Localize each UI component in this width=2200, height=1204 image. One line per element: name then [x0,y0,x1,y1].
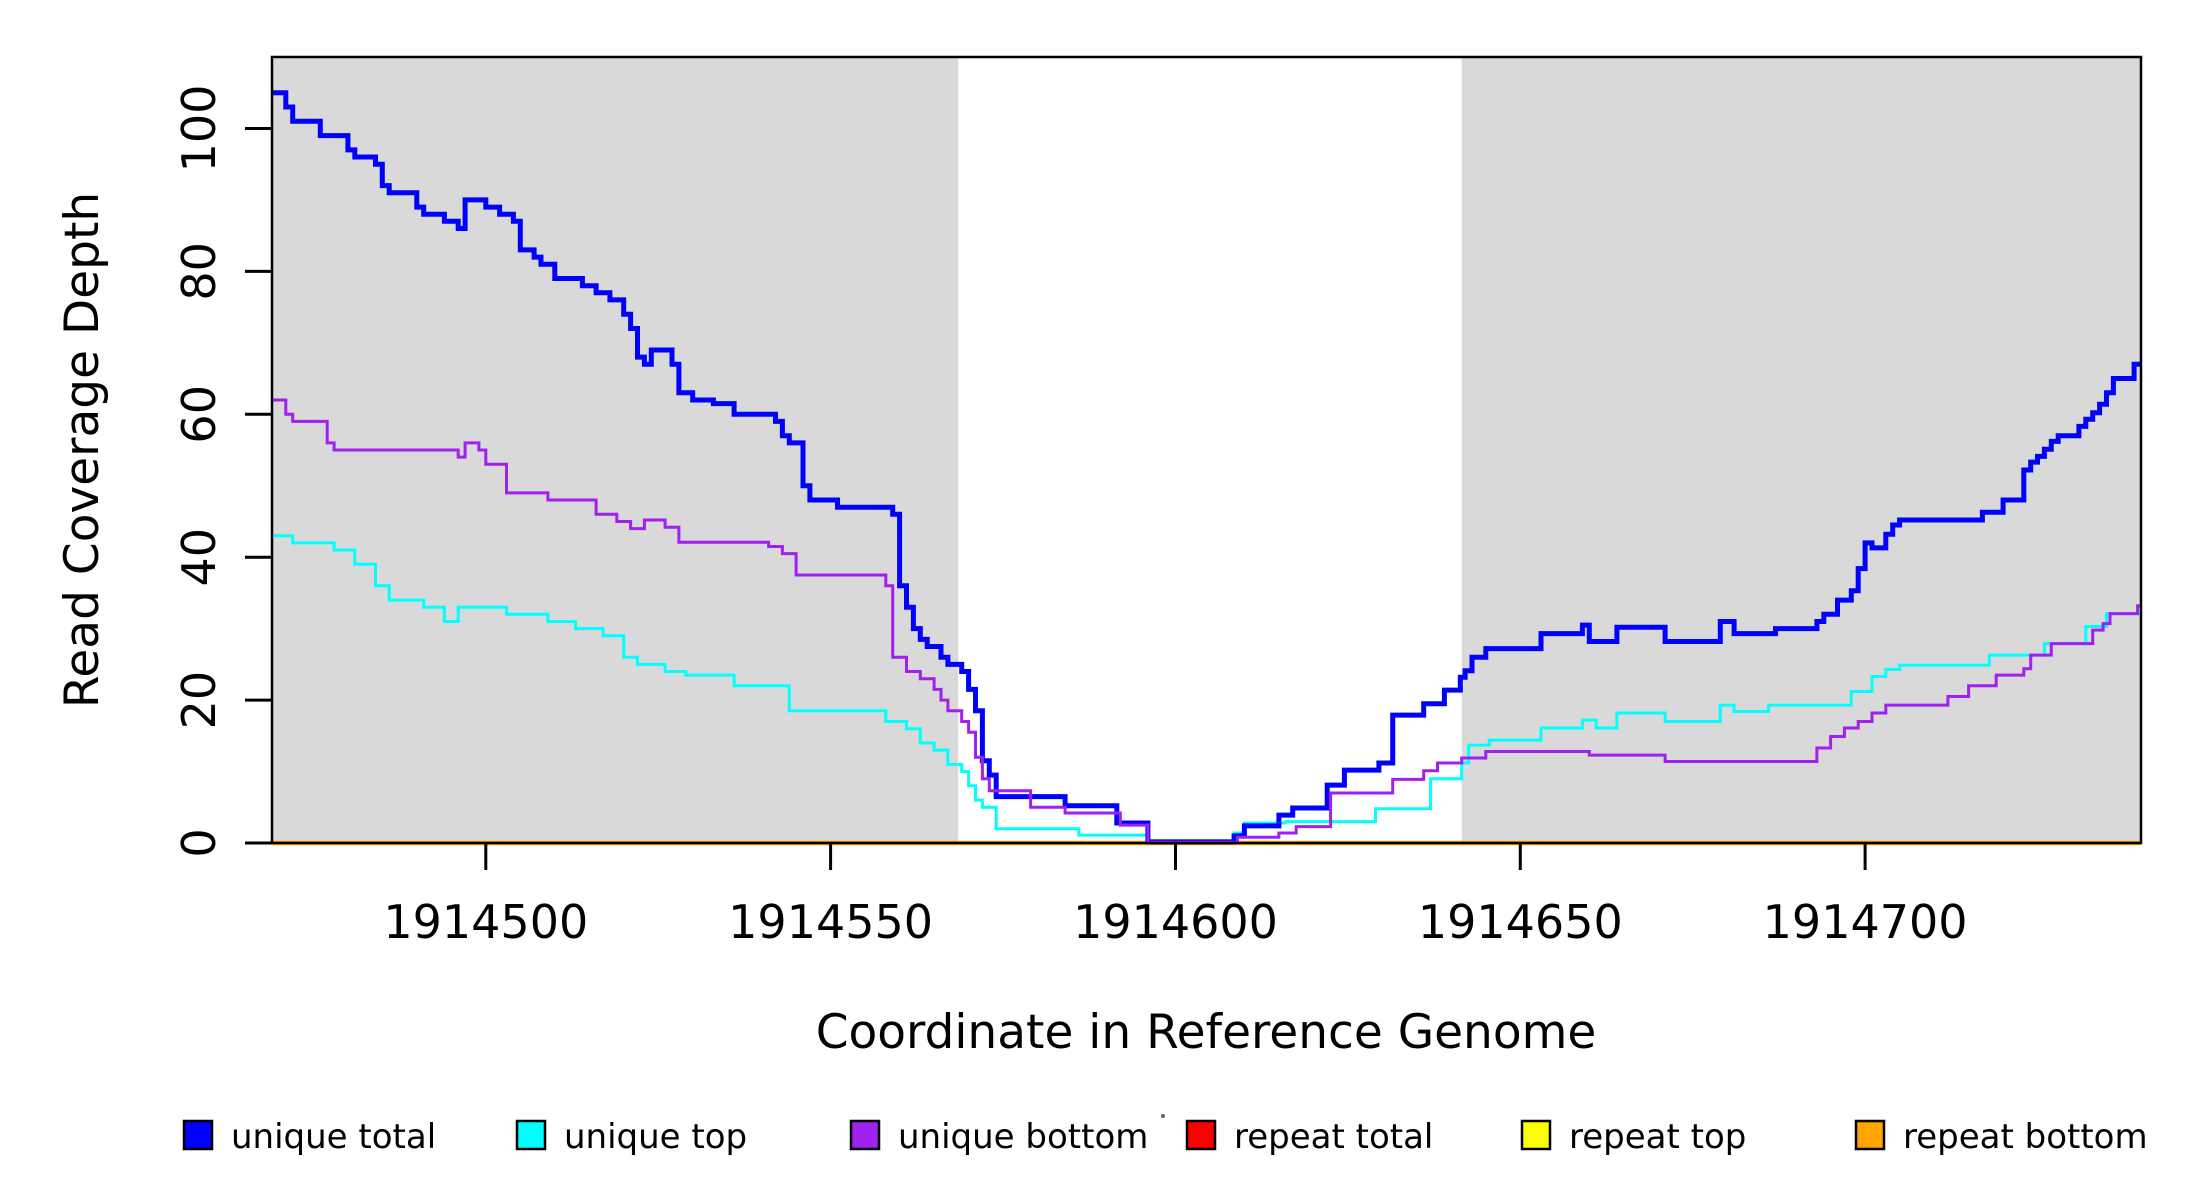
y-tick-label: 100 [172,85,226,173]
y-tick-label: 40 [172,528,226,587]
legend-swatch-repeat-total [1185,1119,1217,1151]
legend-label: repeat bottom [1903,1117,2148,1157]
legend-swatch-unique-bottom [849,1119,881,1151]
legend-label: repeat total [1234,1117,1433,1157]
series-unique-total [272,90,2141,845]
x-tick-label: 1914550 [728,895,933,949]
legend-item: repeat bottom [1854,1117,2148,1157]
shaded-region [1461,57,2141,843]
y-axis-title: Read Coverage Depth [55,192,110,708]
shaded-regions-layer [272,57,2141,843]
legend-swatch-repeat-bottom [1854,1119,1886,1151]
axes-layer: 1914500 1914550 1914600 1914650 1914700 0 20 40… [172,55,2143,949]
legend-item: repeat total [1185,1117,1433,1157]
y-tick-label: 0 [172,828,226,857]
legend-item: repeat top [1520,1117,1746,1157]
series-unique-top [272,534,2141,843]
y-tick-label: 60 [172,385,226,444]
legend-label: unique total [231,1117,436,1157]
legend-swatch-unique-total [182,1119,214,1151]
legend-label: repeat top [1569,1117,1746,1157]
legend-item: unique bottom [849,1117,1148,1157]
x-tick-label: 1914650 [1418,895,1623,949]
legend-label: unique top [564,1117,747,1157]
x-tick-label: 1914700 [1763,895,1968,949]
legend-item: unique total [182,1117,436,1157]
stray-dot-artifact [1161,1114,1165,1118]
legend-item: unique top [515,1117,747,1157]
legend-swatch-unique-top [515,1119,547,1151]
x-tick-label: 1914500 [383,895,588,949]
x-axis-title: Coordinate in Reference Genome [816,1005,1597,1060]
y-tick-label: 20 [172,671,226,730]
x-tick-label: 1914600 [1073,895,1278,949]
legend: unique total unique top unique bottom repea… [182,1117,2148,1157]
series-unique-bottom [272,398,2141,844]
legend-swatch-repeat-top [1520,1119,1552,1151]
plot-border [270,55,2143,845]
legend-label: unique bottom [898,1117,1148,1157]
y-tick-label: 80 [172,242,226,301]
